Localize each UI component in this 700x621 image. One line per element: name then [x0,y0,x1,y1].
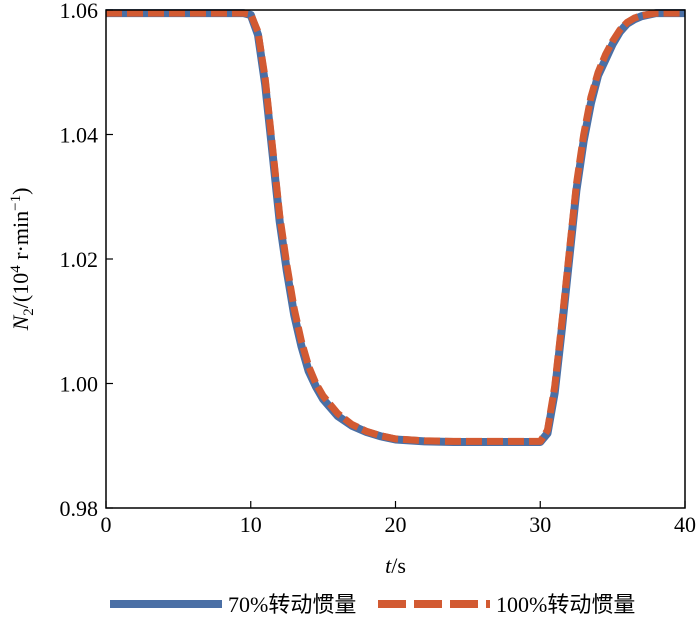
series-line-100 [106,9,685,445]
x-tick-label: 0 [101,512,112,537]
legend: 70%转动惯量 100%转动惯量 [110,592,635,617]
x-axis-title: t/s [385,553,406,578]
y-axis-symbol: N [8,314,33,331]
y-axis-superscript-2: −1 [8,195,24,211]
y-tick-label: 1.00 [60,372,99,397]
y-axis-title: N2/(104 r·min−1) [8,188,37,332]
y-tick-label: 1.04 [60,123,99,148]
y-axis-prefix: /(10 [8,273,33,308]
y-axis-superscript-1: 4 [8,265,24,273]
ticks-layer: 0 10 20 30 40 0.98 1.00 1.02 1.04 1.06 [60,0,697,537]
x-tick-label: 30 [529,512,551,537]
y-axis-suffix: ) [8,188,33,195]
x-tick-label: 10 [240,512,262,537]
y-tick-label: 1.06 [60,0,99,23]
series-layer [106,9,685,446]
x-axis-var: t [385,553,392,578]
y-tick-label: 1.02 [60,247,99,272]
x-tick-label: 40 [674,512,696,537]
x-tick-label: 20 [385,512,407,537]
x-axis-unit: /s [391,553,406,578]
y-axis-subscript: 2 [21,308,37,316]
legend-label-100: 100%转动惯量 [496,592,635,617]
y-axis-middle: r·min [8,211,33,265]
y-tick-label: 0.98 [60,496,99,521]
legend-label-70: 70%转动惯量 [228,592,356,617]
